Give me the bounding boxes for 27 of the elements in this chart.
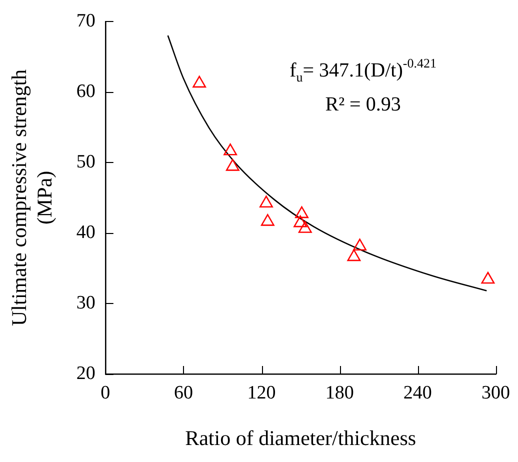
- line-series: [167, 34, 488, 292]
- point: [226, 159, 240, 171]
- x-tick-label: 180: [325, 382, 354, 404]
- point: [481, 272, 495, 284]
- y-tick-label: 70: [76, 10, 96, 32]
- y-tick-label: 50: [76, 151, 96, 172]
- x-axis-title: Ratio of diameter/thickness: [185, 426, 416, 450]
- point: [224, 144, 238, 156]
- y-tick-label: 30: [76, 292, 96, 314]
- point: [260, 196, 273, 208]
- point: [347, 249, 361, 262]
- x-tick-label: 300: [482, 382, 510, 404]
- point: [260, 214, 274, 226]
- point: [353, 238, 366, 251]
- y-axis-title: Ultimate compressive strength (MPa): [7, 68, 56, 326]
- y-tick-label: 40: [76, 222, 96, 243]
- annotation: R² = 0.93: [325, 93, 401, 116]
- point: [298, 221, 312, 233]
- x-tick-label: 60: [174, 382, 193, 404]
- point: [295, 206, 308, 218]
- y-tick-label: 60: [76, 80, 96, 102]
- point: [192, 76, 206, 88]
- point: [294, 215, 308, 228]
- y-tick-label: 20: [76, 362, 96, 384]
- x-tick-label: 0: [100, 382, 110, 404]
- x-tick-label: 120: [247, 382, 276, 404]
- x-tick-label: 240: [403, 382, 432, 404]
